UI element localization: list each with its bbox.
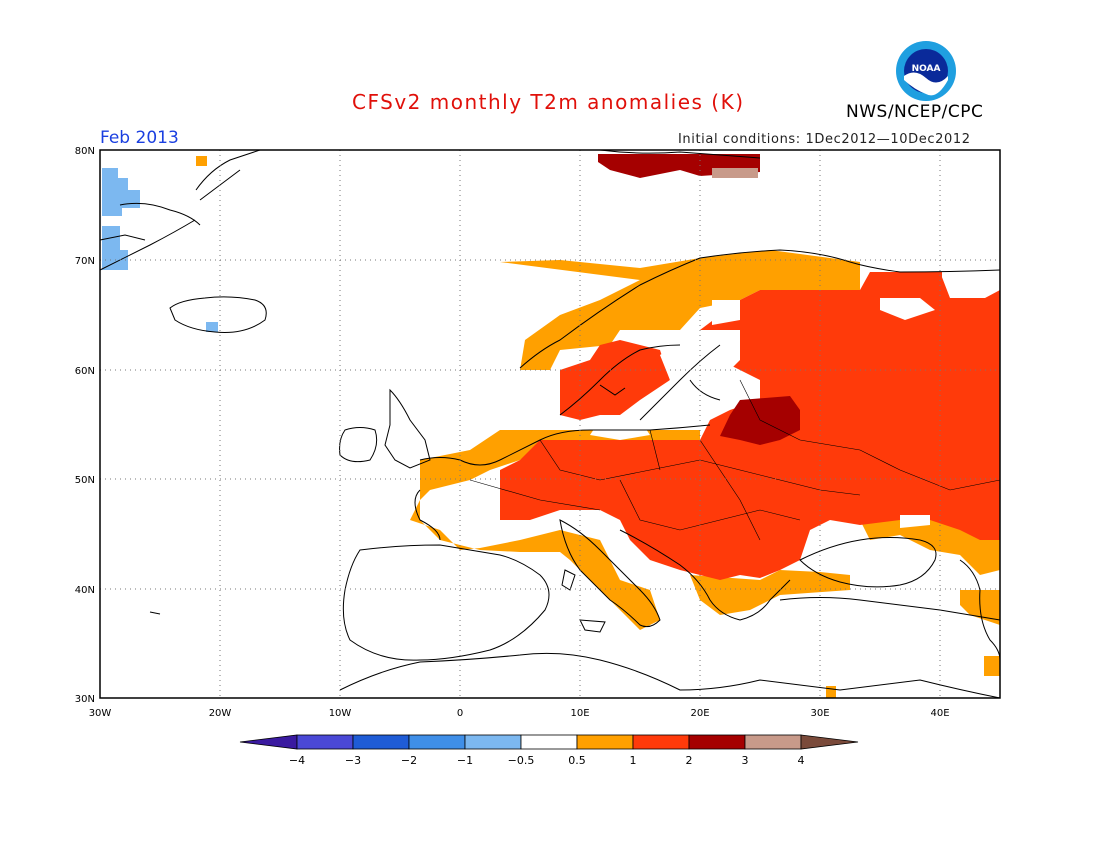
svg-text:NOAA: NOAA — [912, 64, 941, 74]
british-isles-outline — [339, 388, 431, 469]
colorbar-segment — [239, 734, 298, 750]
colorbar-label: −2 — [401, 754, 417, 767]
colorbar-segment — [800, 734, 859, 750]
lon-tick-label: 40E — [930, 708, 949, 719]
lat-tick-label: 60N — [75, 366, 95, 377]
colorbar-label: 3 — [742, 754, 749, 767]
colorbar-segment — [744, 734, 802, 750]
lon-tick-label: 20W — [209, 708, 232, 719]
iceland-outline — [169, 296, 267, 333]
italy-outline — [559, 519, 661, 628]
map-title: CFSv2 monthly T2m anomalies (K) — [352, 90, 745, 114]
graticule — [100, 150, 1000, 698]
north-africa-coast — [339, 652, 1001, 699]
anomaly-region-neg0_5-neg1 — [102, 168, 140, 216]
black-sea-outline — [799, 537, 937, 588]
map-frame — [99, 149, 1001, 699]
lat-axis: 30N 40N 50N 60N 70N 80N — [75, 146, 95, 705]
noaa-logo: NOAA — [896, 41, 956, 101]
colorbar-segment — [352, 734, 410, 750]
anomaly-region-0_5-1 — [500, 250, 860, 370]
lat-tick-label: 40N — [75, 585, 95, 596]
agency-label: NWS/NCEP/CPC — [846, 102, 984, 122]
scandinavia-outline — [519, 249, 1001, 421]
initial-conditions: Initial conditions: 1Dec2012—10Dec2012 — [678, 132, 971, 147]
coastlines — [99, 149, 1001, 699]
forecast-month: Feb 2013 — [100, 128, 179, 148]
lon-axis: 30W 20W 10W 0 10E 20E 30E 40E — [89, 708, 950, 719]
lat-tick-label: 50N — [75, 475, 95, 486]
lat-tick-label: 30N — [75, 694, 95, 705]
colorbar-label: −0.5 — [508, 754, 535, 767]
colorbar-segment — [520, 734, 578, 750]
balkans-coast — [619, 529, 791, 621]
lon-tick-label: 30W — [89, 708, 112, 719]
lon-tick-label: 20E — [690, 708, 709, 719]
colorbar-label: −4 — [289, 754, 305, 767]
colorbar-label: 1 — [630, 754, 637, 767]
lon-tick-label: 10E — [570, 708, 589, 719]
lat-tick-label: 70N — [75, 256, 95, 267]
colorbar — [239, 734, 859, 750]
colorbar-segment — [688, 734, 746, 750]
lon-tick-label: 10W — [329, 708, 352, 719]
turkey-coast — [779, 597, 1001, 621]
colorbar-label: −3 — [345, 754, 361, 767]
anomaly-shading — [102, 154, 1000, 698]
lon-tick-label: 0 — [457, 708, 463, 719]
anomaly-region-3-4 — [712, 168, 758, 178]
colorbar-segment — [632, 734, 690, 750]
anomaly-region-2-3 — [720, 396, 800, 445]
colorbar-segment — [408, 734, 466, 750]
colorbar-label: 0.5 — [568, 754, 586, 767]
caspian-outline — [959, 559, 1001, 661]
colorbar-labels: −4 −3 −2 −1 −0.5 0.5 1 2 3 4 — [289, 754, 805, 767]
colorbar-segment — [296, 734, 354, 750]
colorbar-segment — [576, 734, 634, 750]
colorbar-label: 2 — [686, 754, 693, 767]
lat-tick-label: 80N — [75, 146, 95, 157]
colorbar-segment — [464, 734, 522, 750]
lon-tick-label: 30E — [810, 708, 829, 719]
colorbar-label: 4 — [798, 754, 805, 767]
colorbar-label: −1 — [457, 754, 473, 767]
